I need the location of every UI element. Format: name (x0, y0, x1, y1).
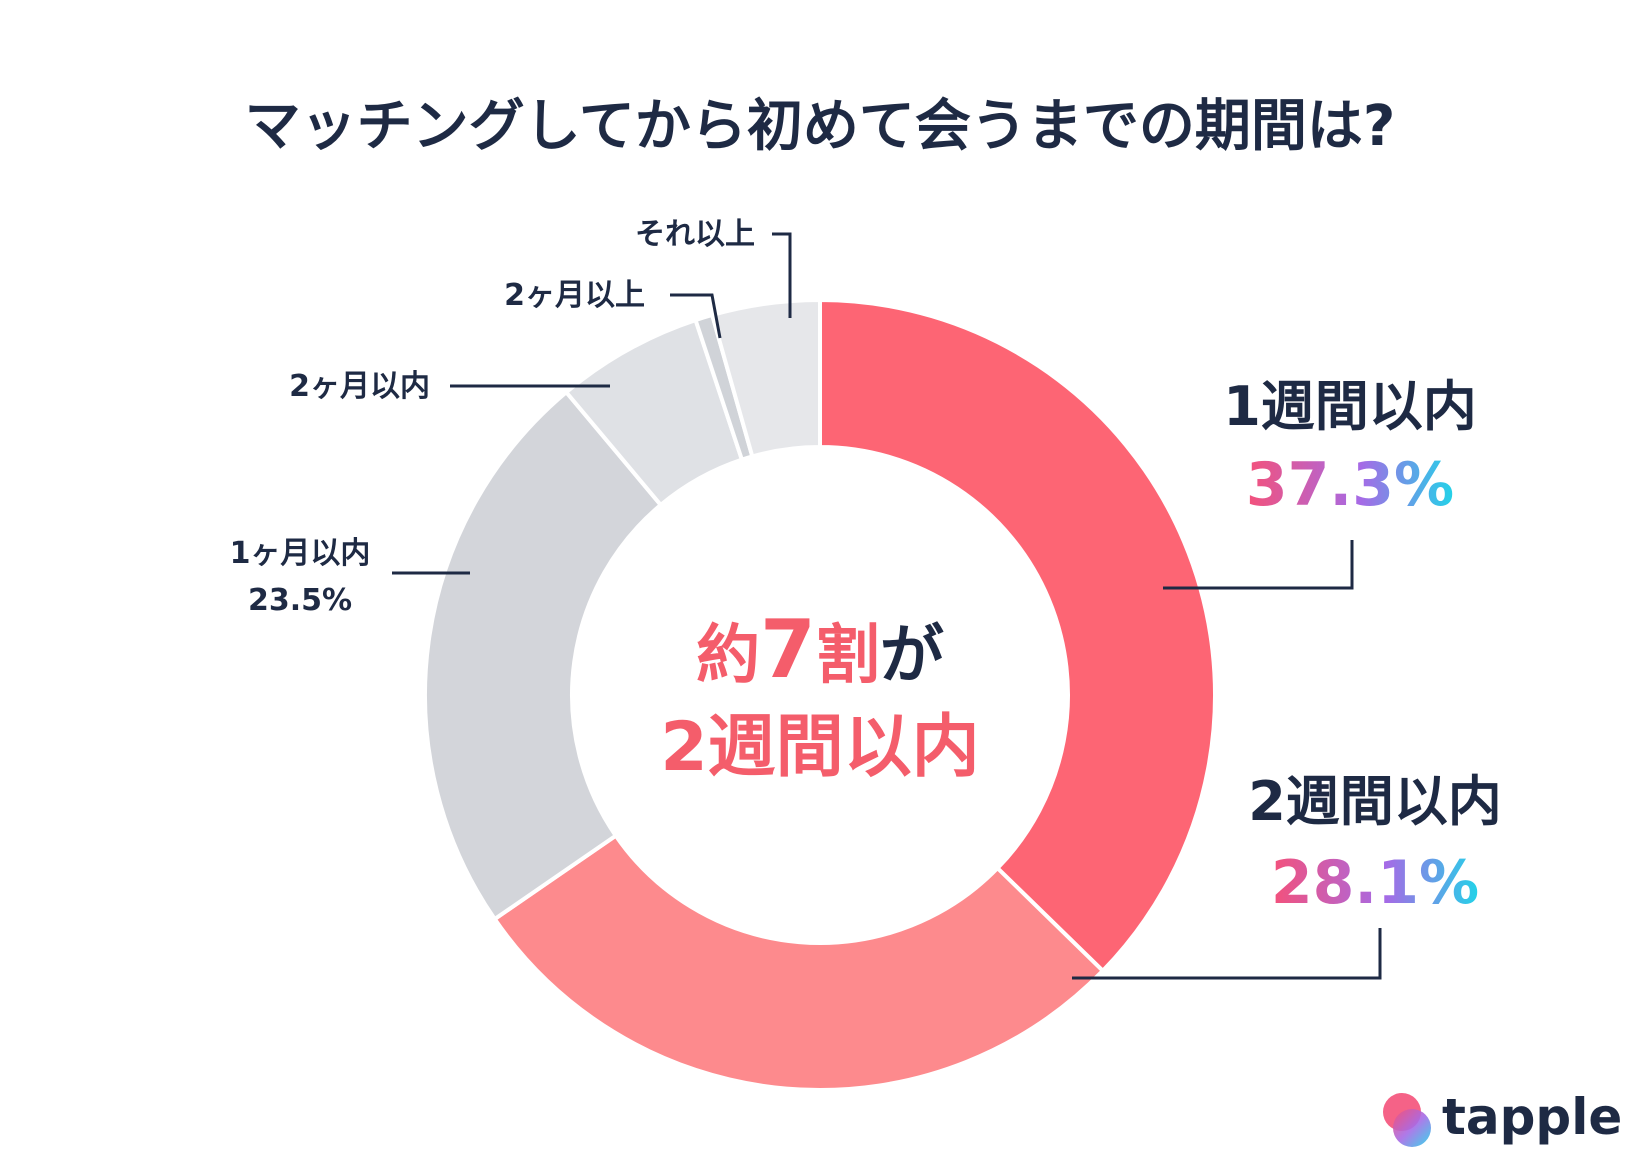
label-1week: 1週間以内 (1223, 375, 1477, 438)
label-1month: 1ヶ月以内 (230, 536, 371, 571)
label-over-2months: 2ヶ月以上 (504, 278, 645, 313)
center-prefix: 約 (696, 619, 760, 693)
label-more: それ以上 (635, 217, 755, 252)
center-suffix: が (880, 619, 944, 693)
value-1week: 37.3% (1246, 450, 1454, 520)
slice-1week (818, 297, 1217, 974)
label-2months: 2ヶ月以内 (289, 369, 430, 404)
donut-slices (423, 297, 1217, 1092)
tapple-logo: tapple (1383, 1088, 1622, 1147)
logo-mark-icon-2 (1393, 1109, 1431, 1147)
leader-2weeks (1072, 928, 1382, 980)
chart-title: マッチングしてから初めて会うまでの期間は? (245, 94, 1396, 159)
label-2weeks: 2週間以内 (1248, 770, 1502, 833)
slice-more (709, 297, 822, 459)
brand-name: tapple (1442, 1088, 1622, 1146)
leader-over-2months (670, 293, 722, 339)
center-annotation-line1: 約7割が (696, 603, 944, 696)
leader-1week (1163, 540, 1354, 590)
value-2weeks: 28.1% (1271, 848, 1479, 918)
leader-more (772, 232, 792, 318)
center-mid: 割 (816, 619, 880, 693)
center-number: 7 (760, 603, 816, 696)
value-1month: 23.5% (248, 583, 352, 618)
slice-1month (423, 389, 664, 922)
center-annotation-line2: 2週間以内 (660, 708, 979, 787)
slice-2weeks (491, 832, 1106, 1092)
